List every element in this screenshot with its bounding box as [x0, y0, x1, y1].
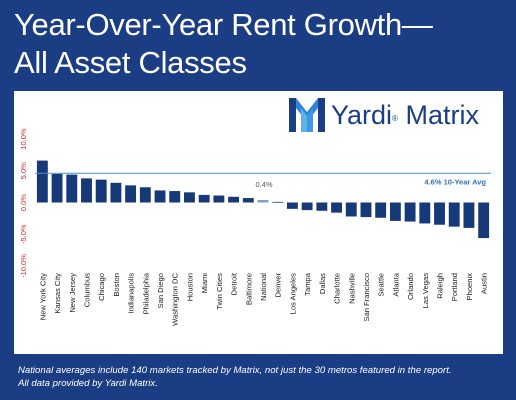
title-line-1: Year-Over-Year Rent Growth— — [14, 7, 433, 42]
bar-portland — [448, 202, 460, 227]
bar-las-vegas — [419, 202, 431, 224]
category-label: Raleigh — [436, 273, 445, 299]
yardi-matrix-wordmark: Yardi® Matrix — [331, 98, 479, 132]
national-value-label: 0.4% — [255, 180, 272, 189]
y-tick-label: 0.0% — [19, 194, 28, 211]
category-label: Baltimore — [244, 273, 253, 305]
category-label: Columbus — [82, 273, 91, 307]
category-label: San Francisco — [362, 273, 371, 322]
category-label: Washington DC — [171, 272, 180, 325]
category-label: Twin Cities — [215, 273, 224, 310]
bar-dallas — [316, 202, 328, 211]
category-label: Seattle — [377, 273, 386, 297]
category-label: Tampa — [303, 272, 312, 296]
y-tick-label: 10.0% — [19, 128, 28, 150]
bar-charlotte — [331, 202, 342, 213]
bar-columbus — [81, 178, 92, 203]
category-label: Austin — [480, 273, 489, 294]
bar-philadelphia — [139, 187, 151, 203]
category-label: San Diego — [156, 273, 165, 308]
bar-kansas-city — [51, 173, 63, 203]
bar-houston — [184, 192, 195, 203]
category-label: Boston — [112, 273, 121, 297]
category-label: Portland — [450, 273, 459, 301]
bar-san-francisco — [360, 202, 372, 218]
bar-national — [257, 199, 269, 203]
category-label: Dallas — [318, 273, 327, 294]
category-label: Detroit — [230, 272, 239, 295]
y-tick-label: -5.0% — [19, 224, 28, 244]
category-label: New Jersey — [68, 273, 77, 313]
registered-mark: ® — [392, 114, 398, 123]
bar-los-angeles — [286, 202, 298, 209]
category-label: Indianapolis — [127, 273, 136, 314]
bar-nashville — [345, 202, 357, 217]
bar-raleigh — [434, 202, 445, 225]
yardi-matrix-logo: Yardi® Matrix — [287, 96, 479, 134]
bar-tampa — [301, 202, 313, 211]
bar-detroit — [228, 196, 240, 203]
category-label: New York City — [38, 273, 47, 320]
bar-twin-cities — [213, 195, 225, 203]
yardi-matrix-logo-icon — [289, 98, 325, 132]
category-label: Philadelphia — [141, 272, 150, 314]
bar-indianapolis — [125, 185, 137, 203]
ten-year-avg-label: 4.6% 10-Year Avg — [424, 177, 486, 186]
y-tick-label: 5.0% — [19, 162, 28, 179]
bar-chicago — [95, 179, 107, 203]
bar-boston — [110, 182, 122, 203]
category-label: Los Angeles — [288, 273, 297, 315]
brand-word-matrix: Matrix — [405, 100, 479, 130]
bar-orlando — [404, 202, 416, 222]
footnote-markets: National averages include 140 markets tr… — [18, 365, 452, 376]
bar-seattle — [375, 202, 387, 218]
y-tick-label: -10.0% — [19, 254, 28, 278]
bar-phoenix — [463, 202, 475, 228]
category-label: Charlotte — [333, 273, 342, 304]
category-label: Phoenix — [465, 273, 474, 301]
bar-miami — [198, 194, 210, 203]
chart-panel: Yardi® Matrix 10.0% 5.0% 0.0% -5.0% -10.0% 4.… — [14, 91, 503, 354]
bar-atlanta — [389, 202, 401, 221]
category-label: Las Vegas — [421, 273, 430, 309]
category-label: Houston — [185, 273, 194, 301]
category-label: Chicago — [97, 273, 106, 301]
brand-word-yardi: Yardi — [331, 100, 393, 130]
bar-austin — [478, 202, 490, 239]
bar-new-york-city — [36, 160, 48, 203]
category-label: Miami — [200, 273, 209, 294]
category-label: Atlanta — [391, 272, 400, 296]
bar-denver — [272, 201, 284, 203]
footnote-source: All data provided by Yardi Matrix. — [18, 378, 158, 389]
category-label: National — [259, 273, 268, 301]
bar-san-diego — [154, 190, 166, 203]
category-label: Kansas City — [53, 273, 62, 314]
rent-growth-bar-chart: 10.0% 5.0% 0.0% -5.0% -10.0% 4.6% 10-Year Avg… — [19, 128, 491, 326]
category-label: Nashville — [347, 273, 356, 304]
bar-new-jersey — [66, 174, 78, 203]
bar-washington-dc — [169, 191, 181, 203]
title-line-2: All Asset Classes — [14, 45, 247, 80]
bar-baltimore — [242, 198, 254, 203]
category-label: Orlando — [406, 273, 415, 300]
category-label: Denver — [274, 273, 283, 298]
